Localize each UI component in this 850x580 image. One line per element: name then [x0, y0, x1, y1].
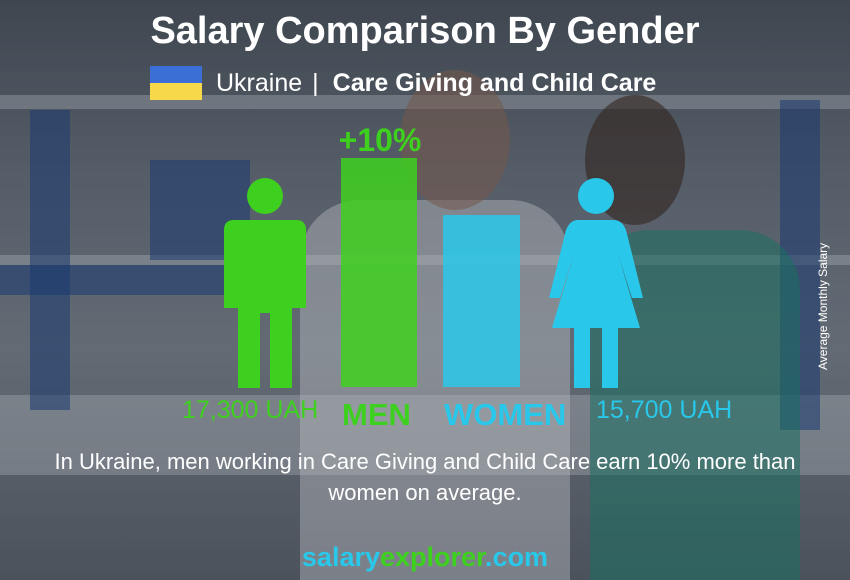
men-label: MEN	[342, 397, 411, 432]
bar-women	[443, 214, 520, 387]
y-axis-label: Average Monthly Salary	[816, 242, 830, 370]
brand-part-com: .com	[485, 542, 549, 572]
separator: |	[312, 68, 319, 97]
female-icon	[549, 178, 643, 388]
brand-part-explorer: explorer	[379, 542, 486, 572]
page-title: Salary Comparison By Gender	[150, 10, 700, 52]
male-icon	[224, 178, 306, 388]
brand-part-salary: salary	[301, 542, 380, 572]
women-label: WOMEN	[444, 397, 567, 432]
job-label: Care Giving and Child Care	[332, 68, 657, 97]
difference-label: +10%	[338, 122, 422, 158]
ukraine-flag-icon	[150, 66, 202, 100]
brand-link[interactable]: salaryexplorer.com	[0, 542, 850, 573]
country-label: Ukraine	[216, 68, 303, 97]
men-salary-label: 17,300 UAH	[182, 396, 319, 424]
bar-men	[341, 158, 417, 387]
description: In Ukraine, men working in Care Giving a…	[54, 449, 796, 505]
subtitle: Ukraine | Care Giving and Child Care	[150, 66, 656, 100]
women-salary-label: 15,700 UAH	[596, 396, 733, 424]
